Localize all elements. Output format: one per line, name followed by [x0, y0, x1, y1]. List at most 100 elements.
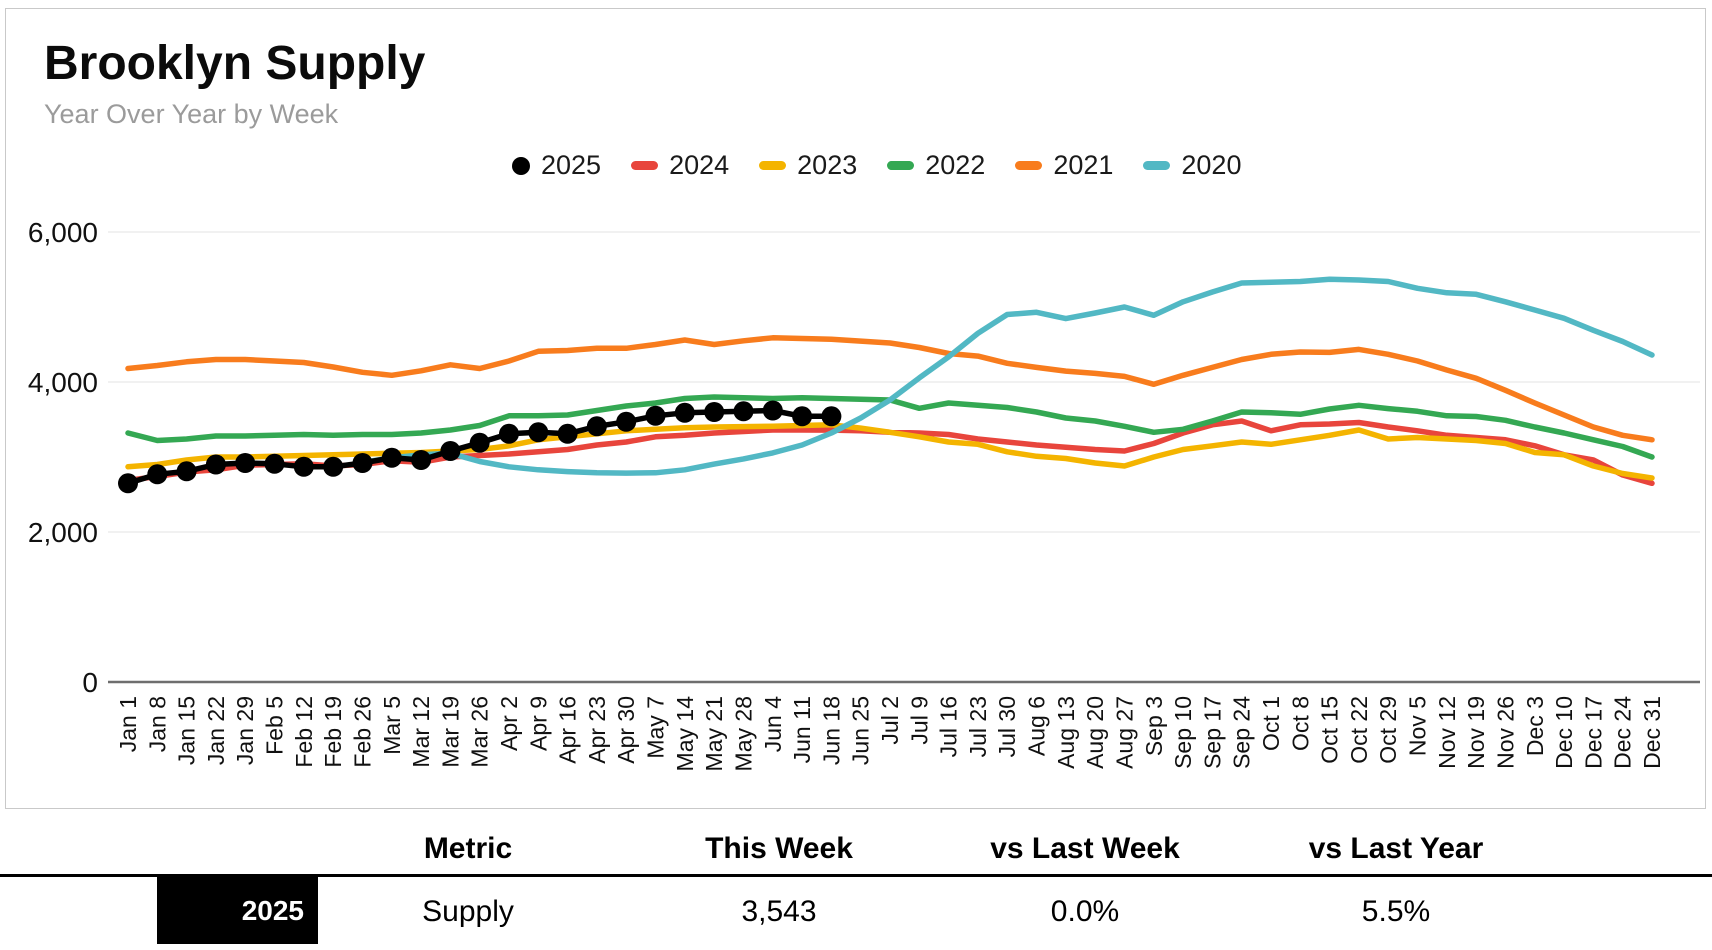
x-axis-tick-label: Dec 24 [1610, 696, 1636, 769]
series-point-2025 [792, 406, 813, 427]
x-axis-tick-label: Jun 25 [848, 696, 874, 765]
x-axis-tick-label: Jul 2 [877, 696, 903, 745]
x-axis-tick-label: Sep 10 [1170, 696, 1196, 769]
series-point-2025 [440, 441, 461, 461]
series-point-2025 [235, 453, 256, 473]
x-axis-tick-label: Mar 19 [437, 696, 463, 768]
x-axis-tick-label: Jan 15 [174, 696, 200, 765]
x-axis-tick-label: Dec 10 [1551, 696, 1577, 769]
legend-swatch-icon [1015, 161, 1043, 170]
x-axis-tick-label: Mar 5 [379, 696, 405, 755]
year-badge-2025: 2025 [157, 877, 318, 944]
legend-label: 2025 [541, 150, 602, 180]
x-axis-tick-label: Jul 30 [994, 696, 1020, 757]
x-axis-tick-label: Jul 23 [965, 696, 991, 757]
x-axis-tick-label: Nov 19 [1463, 696, 1489, 769]
legend-label: 2024 [669, 150, 730, 180]
x-axis-tick-label: Dec 3 [1522, 696, 1548, 756]
x-axis-tick-label: Jul 16 [936, 696, 962, 757]
x-axis-tick-label: Mar 26 [467, 696, 493, 768]
series-point-2025 [323, 456, 344, 477]
x-axis-tick-label: Aug 20 [1082, 696, 1108, 769]
x-axis-tick-label: Mar 12 [408, 696, 434, 768]
x-axis-tick-label: Jan 29 [232, 696, 258, 765]
y-axis-tick-label: 0 [82, 667, 98, 698]
x-axis-tick-label: Oct 29 [1375, 696, 1401, 764]
legend-label: 2021 [1053, 150, 1114, 180]
legend-item-2021[interactable]: 2021 [1015, 150, 1113, 181]
table-header-vs-last-week: vs Last Week [990, 832, 1180, 865]
series-point-2025 [118, 473, 138, 494]
x-axis-tick-label: Nov 26 [1493, 696, 1519, 769]
series-line-2020 [359, 276, 1655, 476]
x-axis-tick-label: Nov 5 [1405, 696, 1431, 756]
series-point-2025 [499, 423, 519, 444]
legend-swatch-icon [512, 156, 530, 175]
series-point-2025 [821, 406, 842, 427]
page-title: Brooklyn Supply [44, 37, 426, 90]
x-axis-tick-label: Sep 17 [1199, 696, 1225, 769]
x-axis-tick-label: May 21 [701, 696, 727, 771]
legend-swatch-icon [631, 161, 659, 170]
table-cell-metric: Supply [422, 895, 514, 928]
y-axis-tick-label: 4,000 [28, 367, 98, 398]
legend-item-2020[interactable]: 2020 [1143, 150, 1241, 181]
x-axis-tick-label: Feb 19 [320, 696, 346, 768]
x-axis-tick-label: Jan 8 [144, 696, 170, 752]
series-point-2025 [733, 401, 754, 422]
series-line-2022 [125, 394, 1655, 460]
x-axis-tick-label: Jan 1 [115, 696, 141, 752]
x-axis-tick-label: Aug 13 [1053, 696, 1079, 769]
series-point-2025 [616, 411, 637, 432]
series-line-2021 [125, 335, 1655, 443]
x-axis-tick-label: Jun 11 [789, 696, 815, 763]
legend-item-2024[interactable]: 2024 [631, 150, 729, 181]
x-axis-tick-label: Feb 12 [291, 696, 317, 768]
x-axis-tick-label: Apr 30 [613, 696, 639, 764]
x-axis-tick-label: Aug 27 [1112, 696, 1138, 769]
series-point-2025 [264, 453, 285, 474]
legend-item-2025[interactable]: 2025 [512, 150, 601, 181]
page-subtitle: Year Over Year by Week [44, 99, 339, 129]
x-axis-tick-label: Jun 4 [760, 696, 786, 752]
series-point-2025 [205, 454, 226, 475]
x-axis-tick-label: Dec 31 [1639, 696, 1665, 769]
series-point-2025 [674, 402, 695, 423]
legend-item-2023[interactable]: 2023 [759, 150, 857, 181]
legend-label: 2020 [1181, 150, 1242, 180]
x-axis-tick-label: Oct 1 [1258, 696, 1284, 751]
table-header-vs-last-year: vs Last Year [1308, 832, 1484, 865]
chart-card [5, 8, 1706, 809]
x-axis-tick-label: Apr 23 [584, 696, 610, 764]
series-point-2025 [352, 453, 373, 473]
x-axis-tick-label: Apr 2 [496, 696, 522, 751]
series-point-2025 [528, 422, 549, 443]
table-cell-this-week: 3,543 [741, 895, 817, 928]
x-axis-tick-label: Jan 22 [203, 696, 229, 765]
legend-swatch-icon [887, 161, 915, 170]
x-axis-tick-label: Aug 6 [1024, 696, 1050, 756]
yoy-line-chart: 0 2,000 4,000 6,000 Jan 1 Jan 8 Jan 15 Jan 22 Ja… [28, 217, 1700, 772]
x-axis-tick-label: May 7 [643, 696, 669, 759]
x-axis-tick-label: Sep 3 [1141, 696, 1167, 756]
series-line-2023 [125, 422, 1655, 481]
series-point-2025 [176, 461, 197, 482]
x-axis-tick-label: Oct 22 [1346, 696, 1372, 764]
x-axis-tick-label: Apr 16 [555, 696, 581, 764]
series-point-2025 [557, 423, 578, 444]
table-header-divider [0, 874, 1712, 877]
x-axis-tick-label: Feb 5 [262, 696, 288, 755]
y-axis-tick-label: 6,000 [28, 217, 98, 248]
x-axis-tick-label: Jul 9 [906, 696, 932, 745]
series-point-2025 [586, 416, 607, 437]
x-axis-tick-label: Feb 26 [350, 696, 376, 768]
series-point-2025 [645, 405, 666, 426]
series-point-2025 [762, 400, 783, 421]
x-axis-tick-label: May 28 [731, 696, 757, 771]
table-header-this-week: This Week [705, 832, 853, 865]
legend-label: 2023 [797, 150, 858, 180]
table-cell-vs-last-year: 5.5% [1361, 895, 1431, 928]
legend-item-2022[interactable]: 2022 [887, 150, 985, 181]
x-axis-tick-label: May 14 [672, 696, 698, 772]
chart-legend: 2025 2024 2023 2022 2021 2020 [512, 150, 1241, 181]
